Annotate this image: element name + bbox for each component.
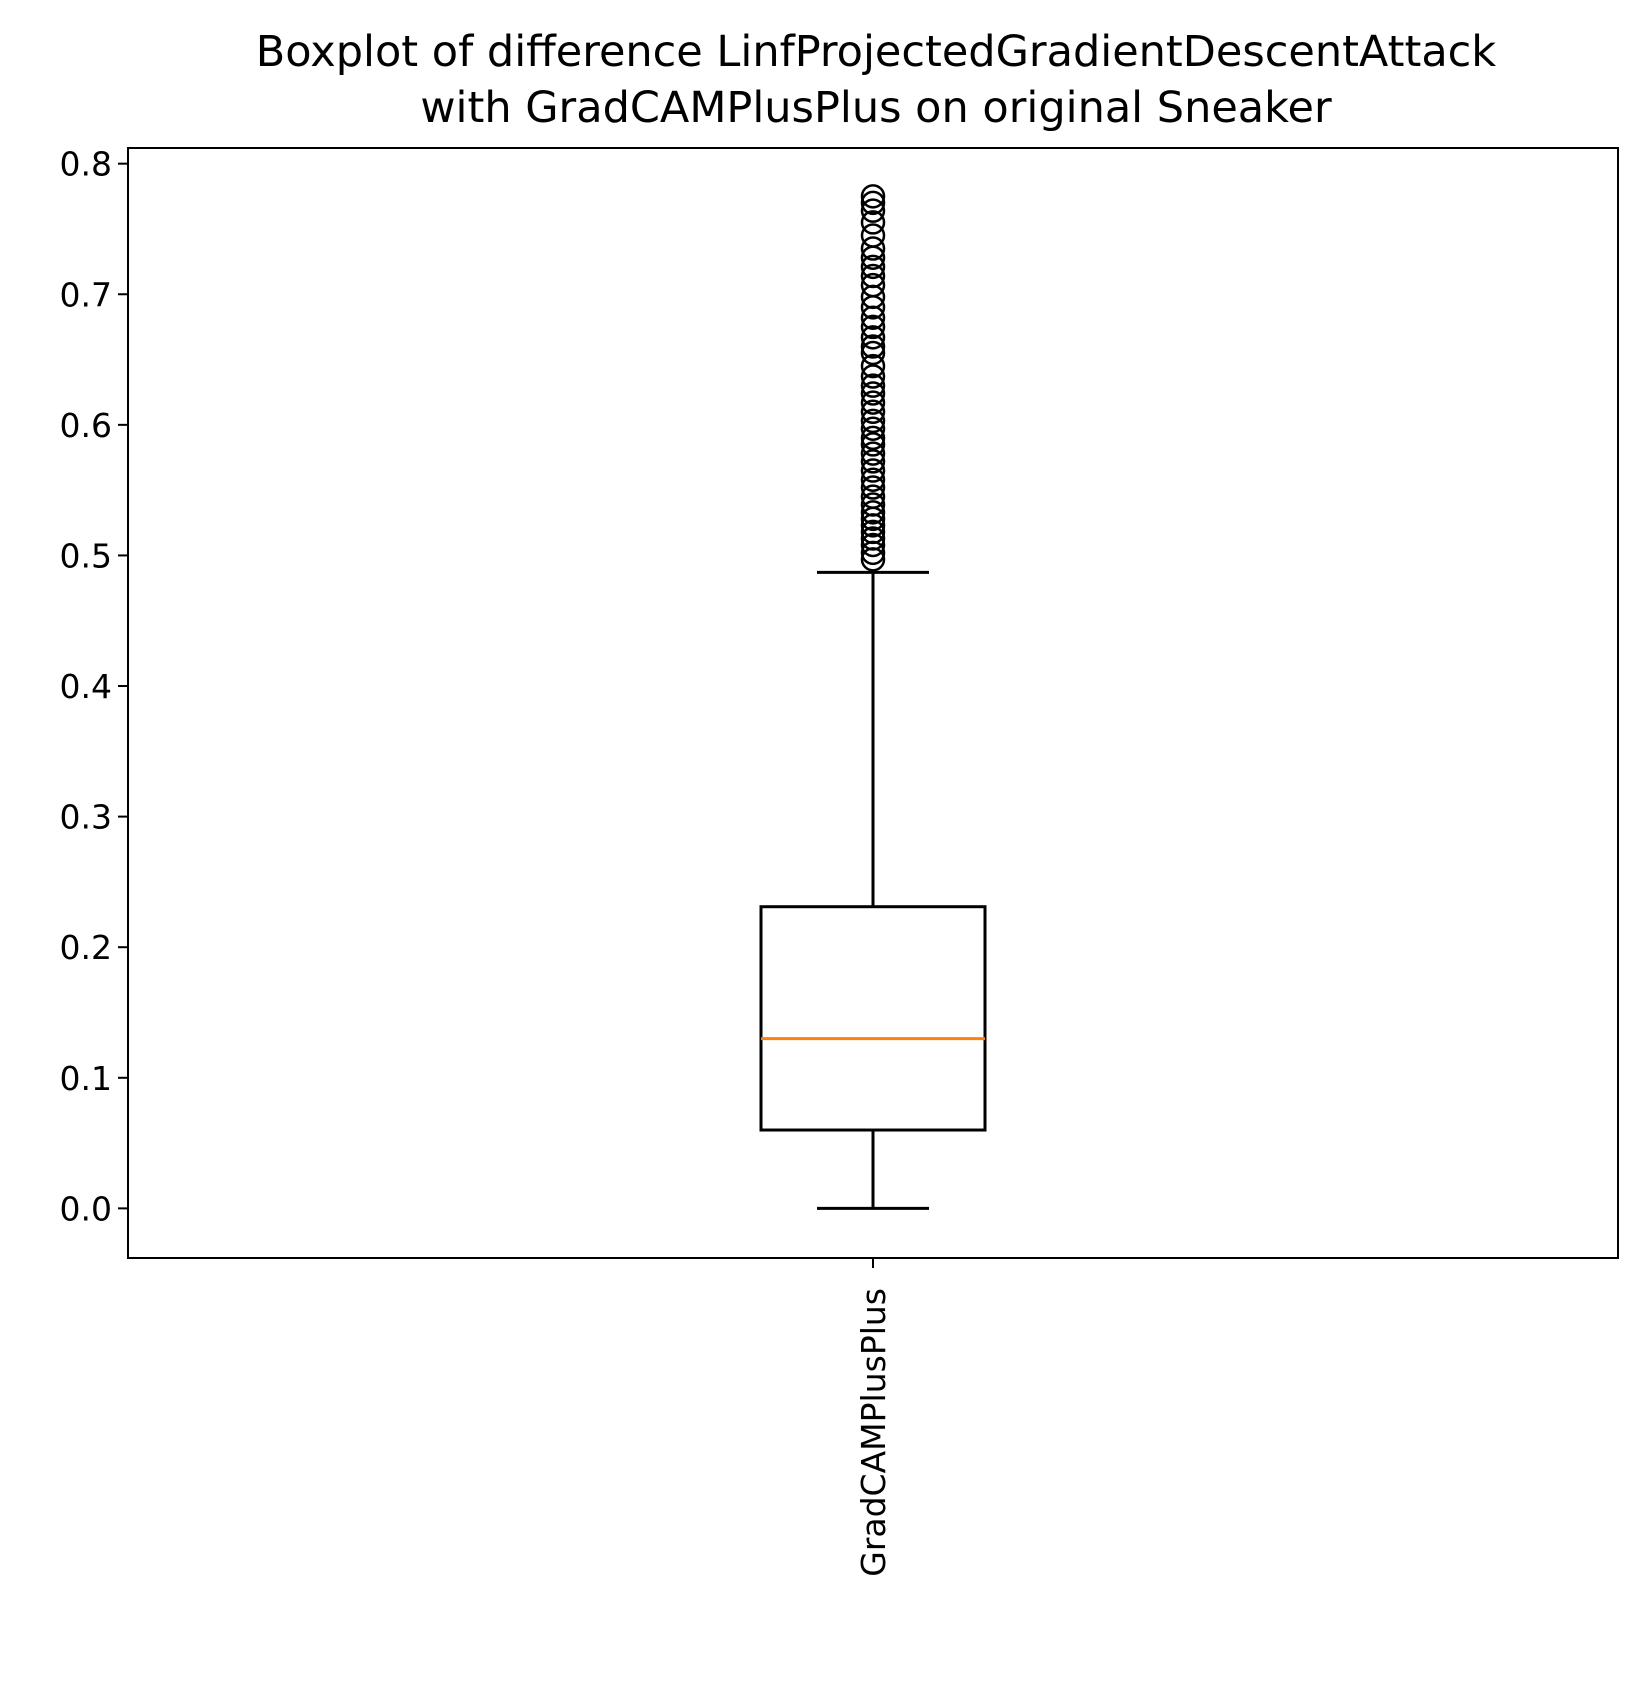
outlier-point — [860, 381, 886, 406]
box-series — [759, 570, 987, 1210]
outlier-point — [860, 334, 886, 359]
y-tick-label: 0.7 — [60, 275, 112, 314]
outlier-point — [860, 340, 886, 366]
plot-area-frame — [127, 147, 1619, 1259]
outlier-point — [860, 449, 886, 474]
y-tick-label: 0.2 — [60, 928, 112, 967]
y-axis: 0.0 0.1 0.2 0.3 0.4 0.5 0.6 0.7 0.8 — [60, 145, 128, 1228]
outlier-point — [860, 467, 886, 492]
outlier-point — [860, 500, 886, 525]
y-tick-label: 0.8 — [60, 145, 112, 184]
y-tick-label: 0.3 — [60, 798, 112, 837]
outlier-series — [860, 184, 886, 572]
outlier-point — [860, 416, 886, 442]
outlier-point — [860, 526, 886, 551]
y-tick-label: 0.4 — [60, 667, 112, 706]
x-axis: GradCAMPlusPlus — [854, 1258, 893, 1577]
outlier-point — [860, 190, 886, 216]
outlier-point — [860, 353, 886, 379]
y-tick-label: 0.0 — [60, 1189, 112, 1228]
outlier-point — [860, 519, 886, 545]
outlier-point — [860, 408, 886, 434]
outlier-point — [860, 210, 886, 235]
outlier-point — [860, 425, 886, 451]
outlier-point — [860, 484, 886, 509]
outlier-point — [860, 254, 886, 280]
outlier-point — [860, 198, 886, 223]
y-tick-label: 0.5 — [60, 536, 112, 575]
outlier-point — [860, 236, 886, 261]
outlier-point — [860, 441, 886, 466]
x-tick-label: GradCAMPlusPlus — [854, 1288, 893, 1577]
outlier-point — [860, 475, 886, 500]
outlier-point — [860, 325, 886, 350]
outlier-point — [860, 373, 886, 398]
chart-title-line-2: with GradCAMPlusPlus on original Sneaker — [420, 83, 1332, 133]
outlier-point — [860, 399, 886, 425]
outlier-point — [860, 492, 886, 517]
outlier-point — [860, 364, 886, 389]
outlier-point — [860, 263, 886, 289]
outlier-point — [860, 532, 886, 558]
outlier-point — [860, 432, 886, 457]
y-tick-label: 0.1 — [60, 1059, 112, 1098]
chart-title-line-1: Boxplot of difference LinfProjectedGradi… — [256, 27, 1497, 77]
outlier-point — [860, 458, 886, 483]
outlier-point — [860, 272, 886, 298]
outlier-point — [860, 184, 886, 209]
outlier-point — [860, 314, 886, 340]
outlier-point — [860, 223, 886, 248]
outlier-point — [860, 390, 886, 415]
y-tick-label: 0.6 — [60, 406, 112, 445]
interquartile-box — [759, 905, 987, 1132]
